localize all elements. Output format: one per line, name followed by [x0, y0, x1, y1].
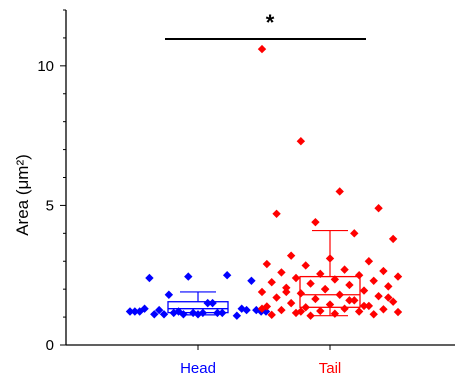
data-point [232, 311, 242, 320]
data-point [306, 311, 315, 320]
data-point [286, 251, 296, 260]
data-point [301, 303, 310, 312]
data-point [262, 259, 272, 269]
data-point [125, 307, 135, 316]
data-point [301, 261, 310, 270]
data-point [335, 187, 344, 196]
data-point [247, 276, 256, 285]
data-point [257, 44, 267, 54]
data-point [286, 298, 296, 308]
data-point [354, 271, 364, 280]
data-point [384, 282, 393, 291]
data-point [184, 272, 193, 281]
series-head [125, 271, 271, 320]
marks-layer [125, 38, 403, 320]
data-point [282, 287, 291, 297]
data-point [354, 307, 364, 316]
data-point [379, 305, 388, 314]
data-point [306, 279, 315, 288]
data-point [364, 301, 374, 311]
data-point [213, 308, 222, 318]
data-point [359, 286, 369, 295]
data-point [364, 257, 374, 266]
data-point [320, 284, 330, 294]
data-point [159, 310, 169, 319]
data-point [374, 204, 383, 213]
data-point [330, 309, 340, 318]
data-point [198, 308, 208, 318]
data-point [369, 276, 378, 285]
data-point [291, 273, 301, 283]
data-point [388, 297, 398, 306]
data-point [340, 265, 349, 274]
y-tick-label: 10 [37, 58, 54, 75]
data-point [388, 234, 398, 244]
data-point [130, 307, 140, 316]
data-point [237, 304, 246, 313]
data-point [277, 268, 286, 277]
data-point [257, 304, 267, 313]
data-point [316, 269, 325, 279]
data-point [188, 308, 198, 318]
axes-layer: 0 5 10 Head Tail [37, 9, 455, 377]
data-point [203, 298, 212, 308]
y-tick-label: 5 [46, 197, 54, 214]
data-point [374, 291, 383, 301]
data-point [174, 307, 183, 316]
data-point [208, 298, 217, 308]
data-point [267, 310, 276, 320]
data-point [272, 209, 281, 218]
x-category-label: Tail [319, 360, 342, 377]
data-point [311, 217, 320, 227]
data-point [359, 301, 369, 311]
data-point [218, 308, 227, 318]
data-point [369, 310, 378, 319]
data-point [345, 296, 354, 305]
data-point [325, 300, 335, 309]
series-tail [257, 44, 403, 320]
data-point [164, 290, 174, 299]
data-point [350, 229, 359, 238]
data-point [350, 296, 359, 305]
data-point [154, 305, 164, 315]
data-point [379, 266, 388, 276]
data-point [311, 294, 320, 304]
y-tick-label: 0 [46, 337, 54, 354]
data-point [150, 310, 159, 319]
data-point [277, 305, 286, 315]
data-point [330, 275, 340, 284]
data-point [272, 293, 281, 302]
data-point [325, 254, 335, 263]
data-point [340, 304, 349, 313]
data-point [384, 293, 393, 302]
data-point [393, 272, 403, 281]
data-point [296, 307, 306, 316]
data-point [296, 137, 306, 146]
data-point [257, 287, 267, 297]
data-point [145, 273, 154, 283]
significance-marker: * [266, 10, 275, 35]
y-axis-label: Area (μm²) [13, 154, 32, 236]
data-point [316, 306, 325, 316]
data-point [345, 280, 354, 290]
data-point [222, 271, 232, 280]
x-category-label: Head [180, 360, 216, 377]
data-point [296, 289, 306, 298]
data-point [135, 307, 144, 316]
data-point [393, 307, 403, 317]
data-point [267, 277, 276, 287]
data-point [252, 305, 261, 315]
data-point [335, 290, 344, 299]
